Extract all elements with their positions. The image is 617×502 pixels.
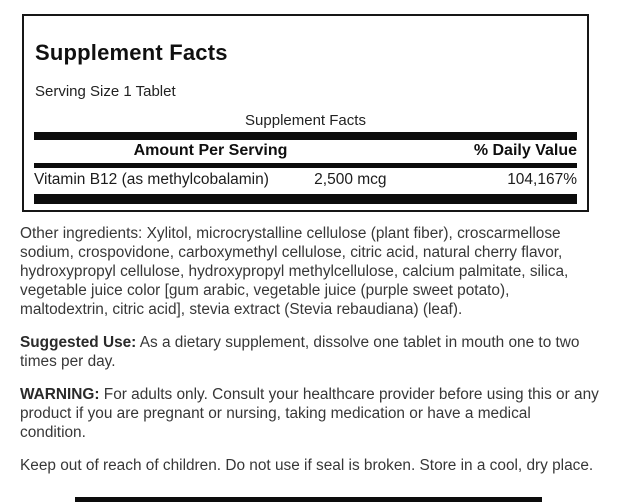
table-caption: Supplement Facts <box>245 112 366 129</box>
table-header-row: Amount Per Serving % Daily Value <box>34 140 577 163</box>
label-text-sections: Other ingredients: Xylitol, microcrystal… <box>20 224 600 489</box>
warning-text: For adults only. Consult your healthcare… <box>20 386 599 441</box>
suggested-use-label: Suggested Use: <box>20 334 137 351</box>
warning-paragraph: WARNING: For adults only. Consult your h… <box>20 385 600 442</box>
suggested-use-paragraph: Suggested Use: As a dietary supplement, … <box>20 333 600 371</box>
daily-value-header: % Daily Value <box>473 142 577 159</box>
divider-bar-bottom <box>34 194 577 204</box>
nutrient-amount: 2,500 mcg <box>314 171 387 188</box>
divider-bar-header <box>34 163 577 168</box>
warning-label: WARNING: <box>20 386 100 403</box>
supplement-facts-panel: Supplement Facts Serving Size 1 Tablet S… <box>22 14 589 212</box>
nutrient-daily-value: 104,167% <box>507 171 577 188</box>
serving-size: Serving Size 1 Tablet <box>35 83 176 100</box>
amount-per-serving-header: Amount Per Serving <box>133 142 288 159</box>
other-ingredients-text: Other ingredients: Xylitol, microcrystal… <box>20 225 569 318</box>
cutoff-divider-bar <box>75 497 542 502</box>
suggested-use-text: As a dietary supplement, dissolve one ta… <box>20 334 580 370</box>
table-row: Vitamin B12 (as methylcobalamin) 2,500 m… <box>34 168 577 192</box>
storage-text: Keep out of reach of children. Do not us… <box>20 457 594 474</box>
divider-bar-top <box>34 132 577 140</box>
panel-title: Supplement Facts <box>35 40 228 65</box>
nutrient-name: Vitamin B12 (as methylcobalamin) <box>34 171 269 188</box>
other-ingredients-paragraph: Other ingredients: Xylitol, microcrystal… <box>20 224 600 319</box>
storage-paragraph: Keep out of reach of children. Do not us… <box>20 456 600 475</box>
